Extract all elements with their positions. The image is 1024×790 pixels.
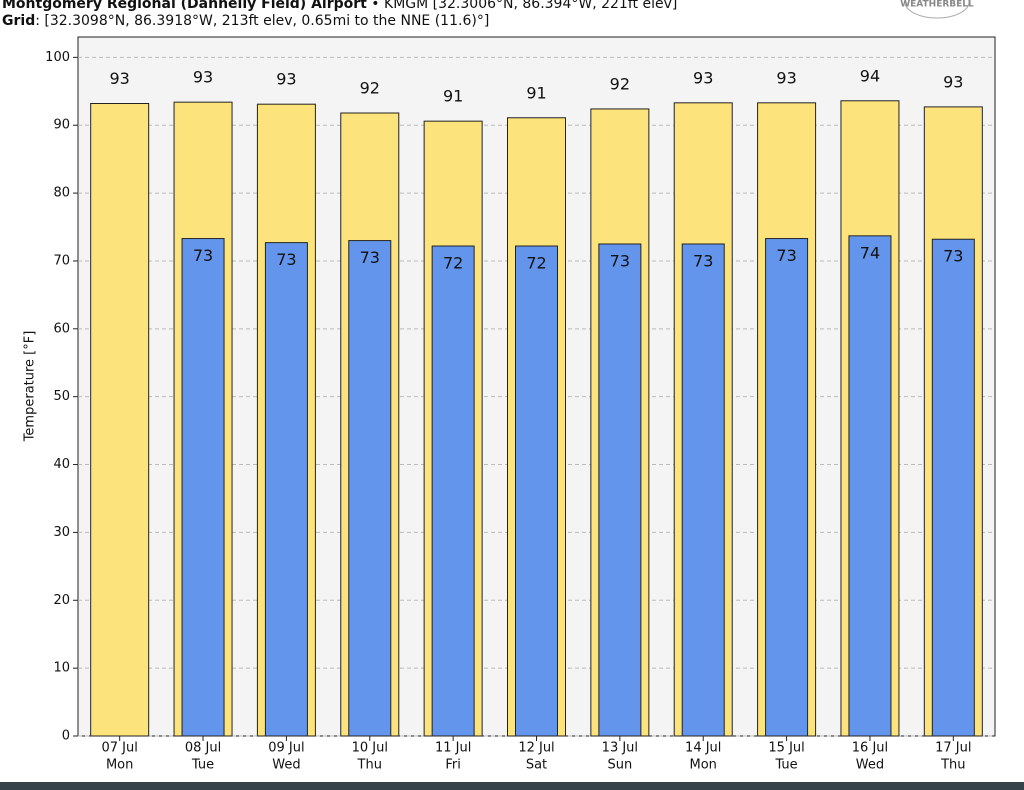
value-label: 93	[276, 70, 296, 89]
x-tick-label: 17 Jul	[935, 741, 971, 756]
x-tick-label: Thu	[940, 758, 965, 773]
logo-badge	[904, 0, 970, 19]
chart-subtitle: Grid: [32.3098°N, 86.3918°W, 213ft elev,…	[2, 13, 489, 29]
bottom-bar	[0, 782, 1024, 790]
x-tick-label: 09 Jul	[268, 741, 304, 756]
x-tick-label: Wed	[856, 758, 884, 773]
value-label: 73	[360, 248, 380, 267]
y-tick-label: 10	[53, 661, 70, 676]
bar	[90, 103, 150, 737]
subtitle-label: Grid	[2, 13, 35, 29]
x-tick-label: 10 Jul	[352, 741, 388, 756]
x-tick-label: Sun	[607, 758, 632, 773]
x-tick-label: Thu	[357, 758, 382, 773]
bar	[681, 243, 725, 737]
chart-title: Montgomery Regional (Dannelly Field) Air…	[2, 0, 677, 12]
x-tick-label: 11 Jul	[435, 741, 471, 756]
x-tick-label: 16 Jul	[852, 741, 888, 756]
value-label: 93	[110, 69, 130, 88]
bar	[181, 238, 225, 737]
x-tick-label: 08 Jul	[185, 741, 221, 756]
bar	[931, 238, 975, 737]
value-label: 73	[610, 251, 630, 270]
value-label: 92	[610, 74, 630, 93]
bar	[348, 240, 392, 737]
bar	[598, 243, 642, 737]
value-label: 94	[860, 66, 880, 85]
y-axis-label: Temperature [°F]	[23, 331, 38, 443]
y-tick-label: 50	[53, 389, 70, 404]
x-tick-label: Fri	[445, 758, 461, 773]
x-tick-label: Sat	[526, 758, 547, 773]
value-label: 73	[276, 250, 296, 269]
value-label: 93	[943, 72, 963, 91]
bar	[431, 245, 475, 737]
bar	[765, 238, 809, 737]
y-tick-label: 0	[62, 729, 70, 744]
subtitle-info: : [32.3098°N, 86.3918°W, 213ft elev, 0.6…	[35, 13, 489, 29]
value-label: 72	[526, 254, 546, 273]
title-name: Montgomery Regional (Dannelly Field) Air…	[2, 0, 367, 12]
value-label: 92	[360, 79, 380, 98]
value-label: 73	[943, 247, 963, 266]
y-tick-label: 20	[53, 593, 70, 608]
value-label: 73	[693, 251, 713, 270]
x-tick-label: Tue	[191, 758, 214, 773]
logo: WEATHERBELL	[900, 0, 974, 10]
y-tick-label: 70	[53, 253, 70, 268]
value-label: 72	[443, 254, 463, 273]
x-tick-label: Mon	[106, 758, 133, 773]
value-label: 73	[193, 246, 213, 265]
value-label: 91	[526, 83, 546, 102]
x-tick-label: 13 Jul	[602, 741, 638, 756]
y-tick-label: 80	[53, 186, 70, 201]
bar	[515, 245, 558, 737]
value-label: 91	[443, 87, 463, 106]
x-tick-label: 07 Jul	[102, 741, 138, 756]
bar	[848, 235, 892, 737]
y-tick-label: 90	[53, 118, 70, 133]
value-label: 74	[860, 243, 880, 262]
x-tick-label: 12 Jul	[518, 741, 554, 756]
value-label: 93	[193, 68, 213, 87]
x-tick-label: 15 Jul	[768, 741, 804, 756]
y-tick-label: 30	[53, 525, 70, 540]
y-tick-label: 100	[45, 50, 70, 65]
x-tick-label: Wed	[272, 758, 300, 773]
bar	[264, 242, 308, 737]
title-info: • KMGM [32.3006°N, 86.394°W, 221ft elev]	[367, 0, 677, 12]
x-tick-label: Tue	[774, 758, 797, 773]
x-tick-label: Mon	[690, 758, 717, 773]
x-tick-label: 14 Jul	[685, 741, 721, 756]
y-tick-label: 40	[53, 457, 70, 472]
y-tick-label: 60	[53, 321, 70, 336]
value-label: 93	[776, 68, 796, 87]
value-label: 73	[776, 246, 796, 265]
value-label: 93	[693, 68, 713, 87]
